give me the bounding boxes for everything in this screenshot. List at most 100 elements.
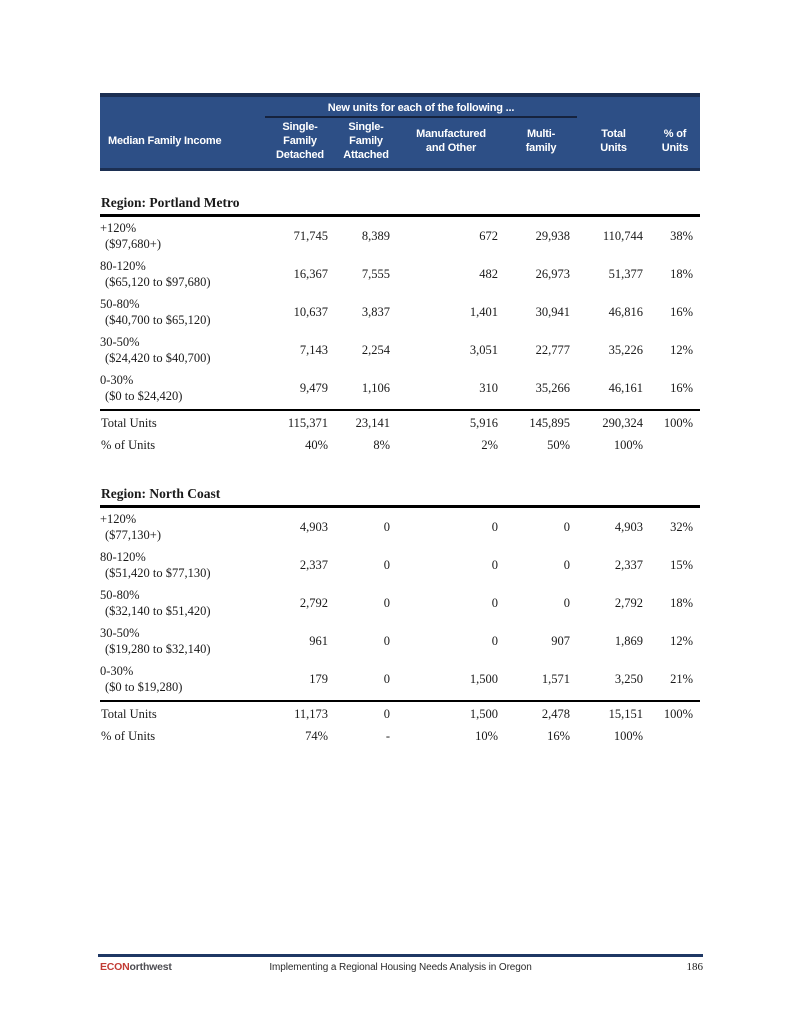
column-header-income: Median Family Income bbox=[108, 134, 222, 147]
value-cell: 0 bbox=[383, 595, 390, 610]
brand-orthwest: orthwest bbox=[129, 961, 172, 973]
pct-value-cell: 10% bbox=[475, 728, 498, 743]
income-dollar-range: ($51,420 to $77,130) bbox=[105, 566, 211, 581]
value-cell: 7,555 bbox=[361, 266, 390, 281]
value-cell: 18% bbox=[670, 266, 693, 281]
group-header-row: New units for each of the following ... bbox=[100, 100, 700, 121]
income-row: 50-80% ($40,700 to $65,120) 10,637 3,837 1,4… bbox=[100, 293, 700, 331]
income-range: 50-80% bbox=[100, 297, 140, 312]
income-label: +120% ($77,130+) bbox=[100, 511, 265, 543]
income-row: 0-30% ($0 to $24,420) 9,479 1,106 310 35,266 4… bbox=[100, 369, 700, 407]
value-cell: 482 bbox=[479, 266, 498, 281]
value-cell: 1,869 bbox=[614, 633, 643, 648]
income-dollar-range: ($19,280 to $32,140) bbox=[105, 642, 211, 657]
value-cell: 3,837 bbox=[361, 304, 390, 319]
total-value-cell: 2,478 bbox=[541, 706, 570, 721]
value-cell: 0 bbox=[491, 557, 498, 572]
footer-title: Implementing a Regional Housing Needs An… bbox=[269, 962, 532, 973]
region-section: Region: Portland Metro +120% ($97,680+) 71,… bbox=[100, 194, 700, 457]
value-cell: 0 bbox=[491, 633, 498, 648]
value-cell: 12% bbox=[670, 342, 693, 357]
pct-units-label: % of Units bbox=[101, 437, 156, 452]
income-dollar-range: ($0 to $19,280) bbox=[105, 680, 183, 695]
income-label: 30-50% ($19,280 to $32,140) bbox=[100, 625, 265, 657]
value-cell: 0 bbox=[383, 633, 390, 648]
region-title: Region: North Coast bbox=[100, 485, 700, 509]
column-header-single-family-detached: Single- Family Detached bbox=[276, 121, 324, 161]
value-cell: 46,816 bbox=[608, 304, 643, 319]
pct-value-cell: 100% bbox=[613, 437, 643, 452]
income-dollar-range: ($40,700 to $65,120) bbox=[105, 313, 211, 328]
income-range: 0-30% bbox=[100, 664, 134, 679]
total-units-row: Total Units 115,371 23,141 5,916 145,895 290,… bbox=[100, 409, 700, 433]
value-cell: 30,941 bbox=[535, 304, 570, 319]
value-cell: 0 bbox=[491, 595, 498, 610]
total-value-cell: 100% bbox=[663, 706, 693, 721]
value-cell: 2,792 bbox=[614, 595, 643, 610]
value-cell: 2,337 bbox=[614, 557, 643, 572]
housing-units-table: New units for each of the following ... … bbox=[100, 93, 700, 748]
value-cell: 672 bbox=[479, 228, 498, 243]
total-value-cell: 290,324 bbox=[602, 415, 643, 430]
pct-value-cell: - bbox=[385, 728, 390, 743]
value-cell: 21% bbox=[670, 671, 693, 686]
value-cell: 51,377 bbox=[608, 266, 643, 281]
value-cell: 0 bbox=[383, 557, 390, 572]
value-cell: 16% bbox=[670, 304, 693, 319]
value-cell: 1,106 bbox=[361, 380, 390, 395]
income-range: 30-50% bbox=[100, 335, 140, 350]
income-range: 50-80% bbox=[100, 588, 140, 603]
column-header-multi-family: Multi- family bbox=[525, 127, 557, 154]
value-cell: 3,051 bbox=[469, 342, 498, 357]
income-dollar-range: ($24,420 to $40,700) bbox=[105, 351, 211, 366]
income-range: +120% bbox=[100, 512, 137, 527]
value-cell: 18% bbox=[670, 595, 693, 610]
total-units-label: Total Units bbox=[101, 706, 157, 721]
value-cell: 961 bbox=[309, 633, 328, 648]
value-cell: 2,254 bbox=[361, 342, 390, 357]
value-cell: 32% bbox=[670, 519, 693, 534]
value-cell: 16% bbox=[670, 380, 693, 395]
value-cell: 0 bbox=[383, 671, 390, 686]
value-cell: 29,938 bbox=[535, 228, 570, 243]
column-header-row: Median Family Income Single- Family Deta… bbox=[100, 121, 700, 162]
pct-units-label: % of Units bbox=[101, 728, 156, 743]
pct-value-cell: 74% bbox=[305, 728, 328, 743]
value-cell: 0 bbox=[563, 557, 570, 572]
value-cell: 1,401 bbox=[469, 304, 498, 319]
value-cell: 16,367 bbox=[293, 266, 328, 281]
total-units-row: Total Units 11,173 0 1,500 2,478 15,151 100% bbox=[100, 700, 700, 724]
value-cell: 3,250 bbox=[614, 671, 643, 686]
pct-units-row: % of Units 74% - 10% 16% 100% bbox=[100, 724, 700, 748]
value-cell: 38% bbox=[670, 228, 693, 243]
income-range: 0-30% bbox=[100, 373, 134, 388]
income-label: 80-120% ($65,120 to $97,680) bbox=[100, 258, 265, 290]
group-header-spacer bbox=[100, 100, 265, 121]
income-dollar-range: ($65,120 to $97,680) bbox=[105, 275, 211, 290]
value-cell: 0 bbox=[491, 519, 498, 534]
region-title: Region: Portland Metro bbox=[100, 194, 700, 218]
income-row: 0-30% ($0 to $19,280) 179 0 1,500 1,571 3,250 2… bbox=[100, 660, 700, 698]
brand-econ: ECON bbox=[100, 961, 130, 973]
column-header-pct-units: % of Units bbox=[661, 127, 689, 154]
total-units-label: Total Units bbox=[101, 415, 157, 430]
income-range: 80-120% bbox=[100, 259, 146, 274]
group-header-spacer bbox=[577, 100, 650, 121]
value-cell: 8,389 bbox=[361, 228, 390, 243]
page-footer: ECONorthwest Implementing a Regional Hou… bbox=[98, 954, 703, 977]
total-value-cell: 15,151 bbox=[608, 706, 643, 721]
econorthwest-logo: ECONorthwest bbox=[100, 961, 172, 973]
value-cell: 2,337 bbox=[299, 557, 328, 572]
footer-content: ECONorthwest Implementing a Regional Hou… bbox=[98, 961, 703, 977]
value-cell: 1,571 bbox=[541, 671, 570, 686]
income-row: 80-120% ($65,120 to $97,680) 16,367 7,555 48… bbox=[100, 255, 700, 293]
group-header-spacer bbox=[650, 100, 700, 121]
column-header-total-units: Total Units bbox=[600, 127, 627, 154]
value-cell: 110,744 bbox=[602, 228, 643, 243]
total-value-cell: 0 bbox=[383, 706, 390, 721]
value-cell: 0 bbox=[563, 519, 570, 534]
income-dollar-range: ($32,140 to $51,420) bbox=[105, 604, 211, 619]
value-cell: 35,226 bbox=[608, 342, 643, 357]
income-label: 80-120% ($51,420 to $77,130) bbox=[100, 549, 265, 581]
